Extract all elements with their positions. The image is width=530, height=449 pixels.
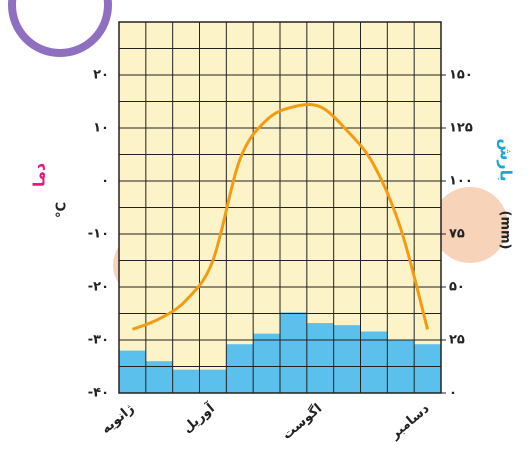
bar xyxy=(145,361,173,393)
y2-tick-label: ۱۲۵ xyxy=(449,121,473,136)
y-tick-label: ۰ xyxy=(101,174,109,189)
bar xyxy=(306,323,334,393)
bar xyxy=(119,350,146,393)
y2-axis-unit: (mm) xyxy=(498,211,513,250)
decoration xyxy=(432,187,508,263)
y2-tick-label: ۵۰ xyxy=(449,280,465,295)
y-tick-label: -۳۰ xyxy=(88,333,109,348)
bar xyxy=(226,344,254,393)
y2-axis-label: بارش xyxy=(497,138,516,181)
y-axis-unit: °C xyxy=(55,202,70,218)
y-tick-label: ۱۰ xyxy=(93,121,109,136)
y-tick-label: ۲۰ xyxy=(93,68,109,83)
temperature-line xyxy=(131,102,430,331)
plot-border xyxy=(118,21,442,394)
y-tick-label: -۴۰ xyxy=(88,386,109,401)
bar xyxy=(253,333,280,393)
decoration xyxy=(8,0,112,57)
bar xyxy=(280,312,307,393)
y2-tick-label: ۰ xyxy=(449,386,457,401)
bar xyxy=(333,325,361,393)
y-tick-label: -۱۰ xyxy=(88,227,109,242)
bar xyxy=(172,369,200,393)
bar xyxy=(199,369,227,393)
y-axis-label: دما xyxy=(30,163,49,187)
bar xyxy=(414,344,441,393)
y2-tick-label: ۱۰۰ xyxy=(449,174,473,189)
y2-tick-label: ۱۵۰ xyxy=(449,68,473,83)
bar xyxy=(360,331,388,393)
y-tick-label: -۲۰ xyxy=(88,280,109,295)
y2-tick-label: ۷۵ xyxy=(449,227,465,242)
y2-tick-label: ۲۵ xyxy=(449,333,465,348)
